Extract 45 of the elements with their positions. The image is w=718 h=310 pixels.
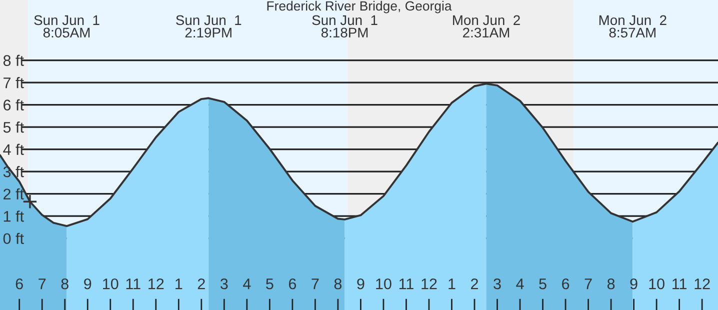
x-tick-label: 9 xyxy=(630,278,638,290)
x-tick-label: 5 xyxy=(539,278,546,290)
x-tick-label: 6 xyxy=(562,278,570,290)
x-tick-label: 7 xyxy=(38,278,46,290)
x2-tick-label: Sun Jun 1 8:18PM xyxy=(312,15,378,38)
y-tick-label: 5 ft xyxy=(3,122,24,133)
x-tick-label: 6 xyxy=(16,278,23,290)
x-tick-label: 12 xyxy=(694,278,710,290)
y-tick-label: 8 ft xyxy=(3,54,24,66)
x-tick-label: 11 xyxy=(126,278,140,290)
x-tick-label: 1 xyxy=(176,278,182,290)
x-tick-label: 5 xyxy=(266,278,274,290)
x-tick-label: 9 xyxy=(84,278,92,290)
y-tick-label: 0 ft xyxy=(3,232,24,244)
x-tick-label: 7 xyxy=(312,278,319,290)
y-tick-label: 2 ft xyxy=(4,188,24,200)
x-tick-label: 8 xyxy=(61,278,68,290)
y-tick-label: 7 ft xyxy=(4,77,24,88)
y-tick-label: 4 ft xyxy=(3,144,24,155)
x-tick-label: 4 xyxy=(243,278,251,290)
x-tick-label: 10 xyxy=(649,278,664,290)
y-tick-label: 1 ft xyxy=(4,210,24,222)
x-tick-label: 8 xyxy=(334,278,342,290)
x2-tick-label: Mon Jun 2 8:57AM xyxy=(599,15,666,38)
x-tick-label: 11 xyxy=(399,278,414,290)
x2-tick-label: Sun Jun 1 8:05AM xyxy=(34,15,100,38)
x-tick-label: 3 xyxy=(220,278,228,290)
x-tick-label: 11 xyxy=(672,278,686,290)
x2-tick-label: Mon Jun 2 2:31AM xyxy=(453,15,520,38)
x-tick-label: 7 xyxy=(584,278,592,290)
x-tick-label: 2 xyxy=(471,278,478,290)
chart-title: Frederick River Bridge, Georgia xyxy=(267,0,452,14)
x-tick-label: 9 xyxy=(357,278,364,290)
x-tick-label: 8 xyxy=(607,278,615,290)
y-tick-label: 6 ft xyxy=(4,99,24,111)
x2-tick-label: Sun Jun 1 2:19PM xyxy=(176,15,242,38)
x-tick-label: 3 xyxy=(494,278,501,290)
x-tick-label: 2 xyxy=(198,278,205,290)
x-tick-label: 10 xyxy=(376,278,392,290)
x-tick-label: 10 xyxy=(103,278,118,290)
x-tick-label: 12 xyxy=(422,278,437,290)
x-tick-label: 1 xyxy=(448,278,456,290)
x-tick-label: 6 xyxy=(288,278,296,290)
x-tick-label: 12 xyxy=(148,278,164,290)
x-tick-label: 4 xyxy=(516,278,524,290)
